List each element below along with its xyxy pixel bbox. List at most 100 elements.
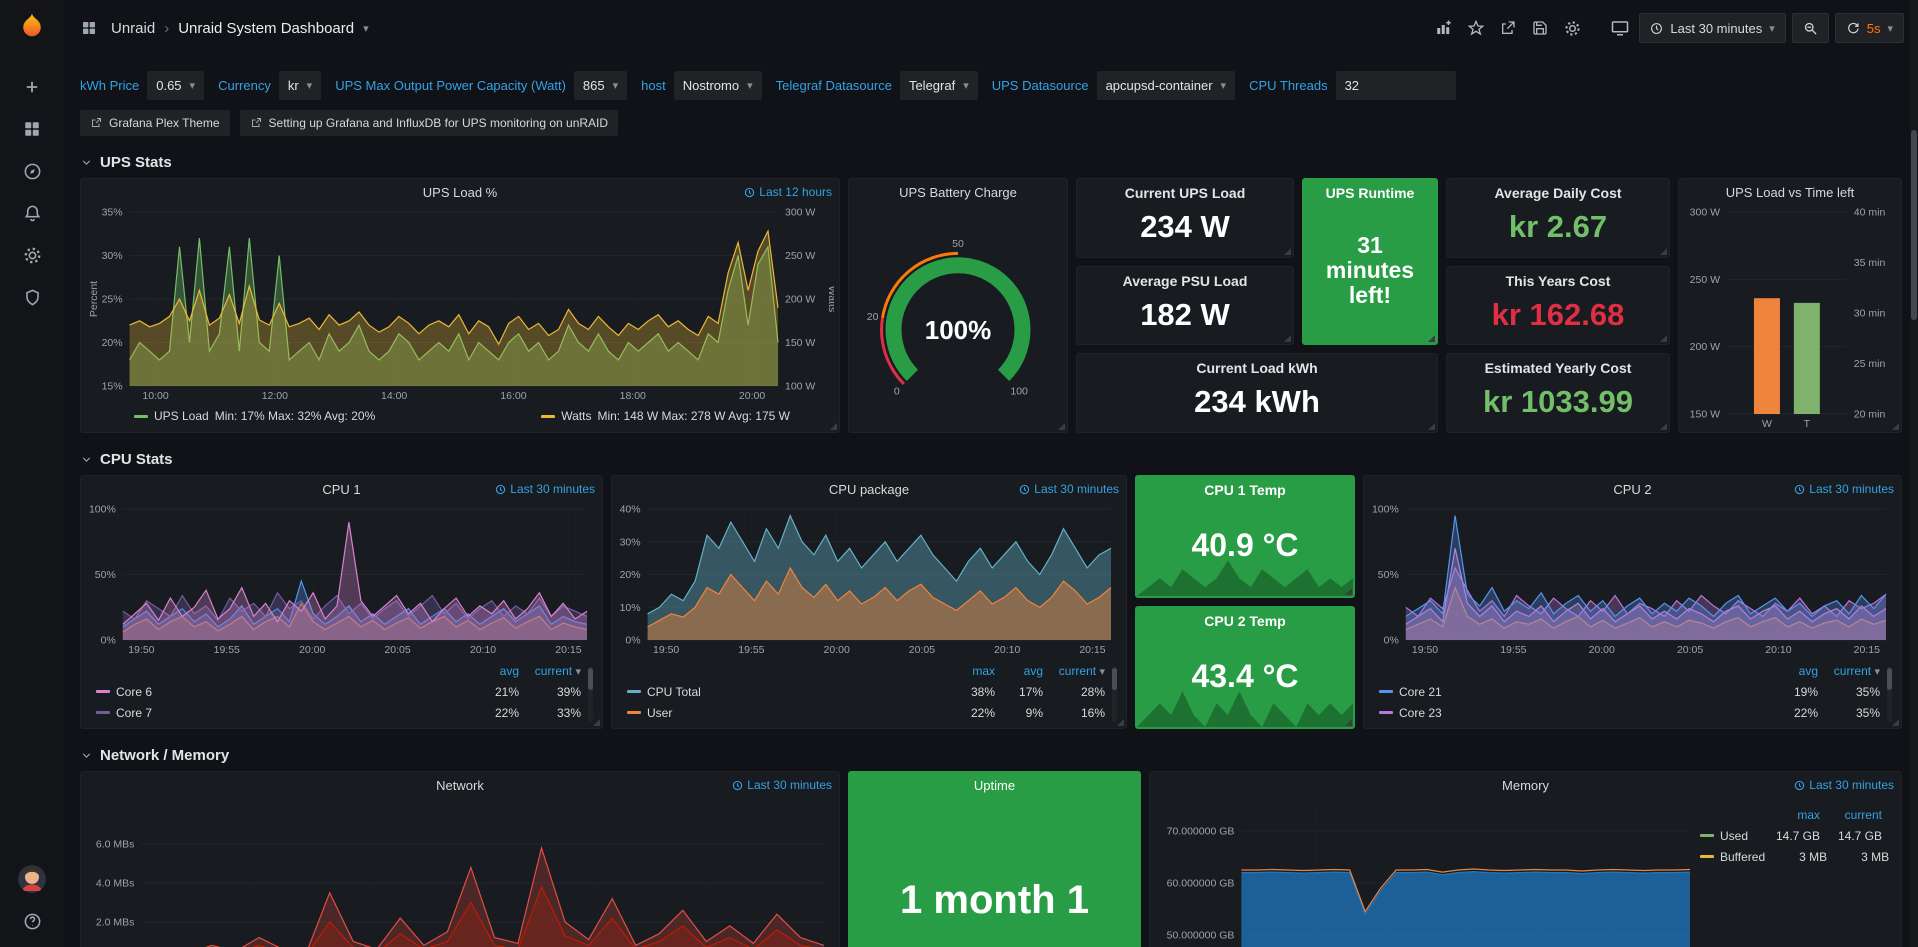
legend-header-current[interactable]: current <box>1820 808 1882 822</box>
series-name[interactable]: CPU Total <box>627 685 947 699</box>
clock-icon <box>495 484 506 495</box>
stat-title[interactable]: Average Daily Cost <box>1447 179 1669 203</box>
series-name[interactable]: Core 7 <box>96 706 467 720</box>
refresh-interval[interactable]: 5s <box>1867 21 1881 36</box>
user-avatar[interactable] <box>18 865 46 893</box>
battery-gauge[interactable]: 02050100100% <box>854 205 1062 432</box>
variable-value-dropdown[interactable]: 0.65▾ <box>147 71 204 100</box>
panel-title[interactable]: Uptime <box>974 778 1015 793</box>
panel-time-override: Last 30 minutes <box>732 778 832 792</box>
apps-grid-icon[interactable] <box>76 15 102 41</box>
legend-scrollbar[interactable] <box>1112 666 1117 722</box>
variable-value-dropdown[interactable]: 865▾ <box>574 71 627 100</box>
legend-item[interactable]: WattsMin: 148 W Max: 278 W Avg: 175 W <box>541 409 790 423</box>
star-icon[interactable] <box>1463 15 1489 41</box>
svg-text:20:10: 20:10 <box>994 644 1020 656</box>
explore-compass-icon[interactable] <box>0 150 64 192</box>
legend-header-max[interactable]: max <box>947 664 995 678</box>
caret-down-icon[interactable]: ▾ <box>363 22 369 35</box>
network-chart[interactable]: 2.0 MBs4.0 MBs6.0 MBs <box>86 798 834 947</box>
series-name[interactable]: Buffered <box>1700 850 1765 864</box>
series-name[interactable]: Core 23 <box>1379 706 1766 720</box>
series-color-swatch <box>1379 690 1393 693</box>
series-name[interactable]: Watts <box>561 409 591 423</box>
variable-value-dropdown[interactable]: apcupsd-container▾ <box>1097 71 1236 100</box>
legend-scrollbar[interactable] <box>1887 666 1892 722</box>
configuration-gear-icon[interactable] <box>0 234 64 276</box>
dashboard-title[interactable]: Unraid System Dashboard <box>178 20 354 37</box>
ups-load-chart[interactable]: 15%20%25%30%35%100 W150 W200 W250 W300 W… <box>86 205 834 404</box>
stat-title[interactable]: Average PSU Load <box>1077 267 1293 291</box>
panel-cpu1-temp: CPU 1 Temp 40.9 °C <box>1135 475 1355 598</box>
series-color-swatch <box>1700 855 1714 858</box>
stat-title[interactable]: CPU 1 Temp <box>1136 476 1354 500</box>
server-admin-shield-icon[interactable] <box>0 276 64 318</box>
settings-gear-icon[interactable] <box>1559 15 1585 41</box>
legend-header-current[interactable]: current ▾ <box>1818 664 1880 678</box>
time-range-picker[interactable]: Last 30 minutes ▾ <box>1639 13 1785 43</box>
ups-load-time-left-bar-chart[interactable]: 150 W200 W250 W300 W20 min25 min30 min35… <box>1684 205 1896 432</box>
panel-title[interactable]: Network <box>436 778 484 793</box>
legend-item[interactable]: UPS LoadMin: 17% Max: 32% Avg: 20% <box>134 409 375 423</box>
stat-title[interactable]: UPS Runtime <box>1303 179 1437 203</box>
memory-chart[interactable]: 50.000000 GB60.000000 GB70.000000 GB <box>1155 798 1700 947</box>
section-header-network-memory[interactable]: Network / Memory <box>80 747 1902 764</box>
svg-text:19:50: 19:50 <box>1412 644 1438 656</box>
scrollbar-thumb[interactable] <box>1911 130 1917 320</box>
legend-row: User22%9%16% <box>627 702 1105 723</box>
share-icon[interactable] <box>1495 15 1521 41</box>
caret-down-icon: ▾ <box>1221 79 1227 92</box>
series-name[interactable]: User <box>627 706 947 720</box>
legend-header-current[interactable]: current ▾ <box>1043 664 1105 678</box>
section-header-cpu-stats[interactable]: CPU Stats <box>80 451 1902 468</box>
dashboard-link-ups-guide[interactable]: Setting up Grafana and InfluxDB for UPS … <box>240 110 619 136</box>
variable-value-dropdown[interactable]: Nostromo▾ <box>674 71 762 100</box>
panel-title[interactable]: CPU 2 <box>1613 482 1651 497</box>
legend-header-avg[interactable]: avg <box>467 664 519 678</box>
grafana-logo-icon[interactable] <box>17 10 47 40</box>
panel-title[interactable]: Memory <box>1502 778 1549 793</box>
series-name[interactable]: Core 6 <box>96 685 467 699</box>
breadcrumb-folder[interactable]: Unraid <box>111 20 155 37</box>
variable-value-dropdown[interactable]: kr▾ <box>279 71 321 100</box>
breadcrumb: Unraid › Unraid System Dashboard ▾ <box>76 15 369 41</box>
alerting-bell-icon[interactable] <box>0 192 64 234</box>
variable-value-dropdown[interactable]: Telegraf▾ <box>900 71 978 100</box>
dashboards-icon[interactable] <box>0 108 64 150</box>
variable-label: UPS Datasource <box>992 78 1089 93</box>
cpu2-chart[interactable]: 0%50%100%19:5019:5520:0020:0520:1020:15 <box>1369 502 1896 658</box>
legend-scrollbar[interactable] <box>588 666 593 722</box>
stat-title[interactable]: CPU 2 Temp <box>1136 607 1354 631</box>
legend-header-max[interactable]: max <box>1758 808 1820 822</box>
series-name[interactable]: UPS Load <box>154 409 209 423</box>
section-header-ups-stats[interactable]: UPS Stats <box>80 154 1902 171</box>
series-color-swatch <box>627 690 641 693</box>
stat-title[interactable]: This Years Cost <box>1447 267 1669 291</box>
panel-title[interactable]: CPU package <box>829 482 909 497</box>
stat-title[interactable]: Current UPS Load <box>1077 179 1293 203</box>
series-name[interactable]: Used <box>1700 829 1758 843</box>
refresh-button[interactable]: 5s ▾ <box>1835 13 1904 43</box>
dashboard-link-plex-theme[interactable]: Grafana Plex Theme <box>80 110 230 136</box>
zoom-out-time-button[interactable] <box>1792 13 1829 43</box>
legend-header-current[interactable]: current ▾ <box>519 664 581 678</box>
add-panel-icon[interactable] <box>1431 15 1457 41</box>
stat-title[interactable]: Estimated Yearly Cost <box>1447 354 1669 378</box>
help-icon[interactable] <box>0 909 64 933</box>
panel-title[interactable]: UPS Battery Charge <box>899 185 1017 200</box>
legend-header-avg[interactable]: avg <box>1766 664 1818 678</box>
panel-title[interactable]: UPS Load % <box>423 185 497 200</box>
cpu-threads-input[interactable]: 32 <box>1336 71 1456 100</box>
series-name[interactable]: Core 21 <box>1379 685 1766 699</box>
cycle-view-monitor-icon[interactable] <box>1607 15 1633 41</box>
cpu-package-chart[interactable]: 0%10%20%30%40%19:5019:5520:0020:0520:102… <box>617 502 1121 658</box>
panel-title[interactable]: CPU 1 <box>322 482 360 497</box>
cpu1-chart[interactable]: 0%50%100%19:5019:5520:0020:0520:1020:15 <box>86 502 597 658</box>
create-icon[interactable] <box>0 66 64 108</box>
svg-text:35 min: 35 min <box>1854 257 1886 269</box>
stat-title[interactable]: Current Load kWh <box>1077 354 1437 378</box>
legend-header-avg[interactable]: avg <box>995 664 1043 678</box>
save-icon[interactable] <box>1527 15 1553 41</box>
svg-text:20: 20 <box>867 311 879 323</box>
panel-title[interactable]: UPS Load vs Time left <box>1726 185 1855 200</box>
